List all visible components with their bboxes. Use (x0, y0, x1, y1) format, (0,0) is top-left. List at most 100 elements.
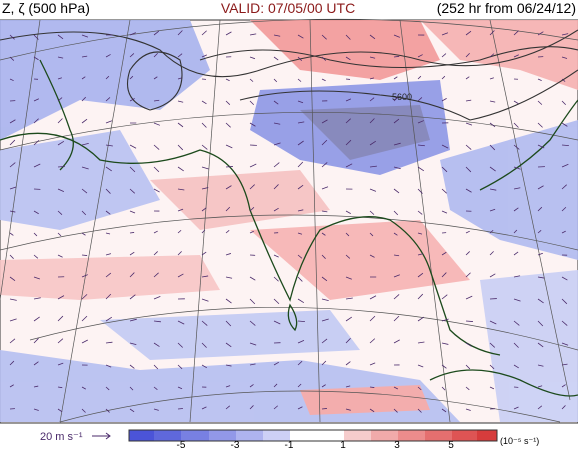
wind-arrow (81, 210, 87, 216)
wind-arrow (441, 210, 448, 214)
wind-arrow (201, 298, 209, 302)
wind-arrow (345, 361, 351, 366)
wind-arrow (177, 229, 182, 234)
wind-arrow (201, 166, 209, 170)
wind-arrow (513, 251, 519, 256)
wind-arrow (129, 53, 135, 58)
wind-reference-label: 20 m s⁻¹ (40, 431, 83, 443)
wind-arrow (321, 318, 329, 322)
wind-arrow (273, 207, 279, 212)
wind-arrow (489, 208, 496, 212)
wind-arrow (153, 122, 161, 126)
wind-arrow (105, 166, 112, 172)
wind-arrow (417, 166, 425, 172)
wind-arrow (489, 364, 495, 370)
wind-arrow (225, 253, 232, 256)
wind-arrow (177, 30, 183, 36)
wind-arrow (393, 274, 400, 278)
wind-reference: 20 m s⁻¹ (40, 431, 111, 443)
wind-arrow (513, 187, 521, 190)
wind-arrow (105, 272, 112, 278)
wind-arrow (249, 230, 254, 234)
colorbar-tick-label: 3 (394, 440, 400, 451)
wind-arrow (33, 118, 39, 124)
wind-arrow (57, 140, 65, 146)
wind-arrow (297, 78, 302, 82)
wind-arrow (249, 276, 256, 281)
wind-arrow (369, 210, 375, 215)
wind-arrow (393, 339, 400, 344)
wind-arrow (129, 166, 136, 173)
wind-arrow (345, 163, 353, 168)
wind-arrow (201, 251, 207, 256)
colorbar-tick-label: -3 (231, 440, 240, 451)
colorbar-tick-label: 5 (448, 440, 454, 451)
wind-arrow (321, 78, 326, 82)
wind-arrow (369, 77, 374, 80)
wind-arrow (393, 254, 400, 257)
wind-arrow (489, 166, 496, 172)
wind-arrow (33, 56, 39, 61)
wind-arrow (345, 232, 350, 237)
wind-arrow (33, 139, 40, 146)
wind-arrow (537, 252, 543, 256)
wind-arrow (201, 229, 206, 234)
wind-arrow (561, 384, 566, 388)
contour-label: 5600 (392, 92, 412, 102)
wind-arrow (345, 276, 352, 280)
wind-arrow (225, 298, 232, 304)
wind-arrow (393, 408, 398, 413)
wind-arrow (369, 118, 375, 124)
colorbar-tick-label: -1 (285, 440, 294, 451)
wind-arrow (489, 53, 495, 58)
wind-arrow (153, 320, 161, 323)
wind-arrow (345, 385, 351, 388)
wind-arrow (321, 34, 327, 40)
wind-arrow (489, 100, 496, 103)
wind-arrow (465, 364, 471, 370)
wind-arrow (441, 408, 447, 413)
wind-arrow (33, 34, 39, 40)
wind-arrow (177, 53, 183, 58)
wind-arrow (201, 207, 207, 212)
wind-arrow (273, 162, 280, 168)
wind-arrow (393, 210, 399, 216)
wind-arrow (417, 188, 423, 194)
wind-arrow (537, 385, 543, 388)
wind-arrow (417, 293, 424, 300)
wind-arrow (9, 119, 16, 124)
coastlines (0, 59, 578, 397)
wind-arrow (489, 30, 495, 36)
wind-arrow (273, 78, 278, 83)
wind-arrow (249, 206, 255, 212)
wind-arrow (57, 362, 64, 366)
wind-arrow (513, 406, 519, 410)
wind-arrow (513, 166, 521, 170)
wind-arrow (417, 54, 423, 58)
wind-arrow (177, 364, 183, 370)
wind-arrow (417, 97, 423, 102)
wind-arrow (9, 276, 16, 281)
wind-arrow (297, 184, 304, 190)
wind-arrow (249, 78, 254, 82)
wind-arrow (81, 386, 86, 390)
wind-arrow (105, 232, 111, 235)
wind-arrow (105, 97, 111, 102)
wind-arrow (537, 206, 543, 212)
wind-arrow (177, 320, 185, 325)
wind-arrow (345, 118, 351, 124)
wind-arrow (225, 78, 230, 82)
wind-arrow (81, 34, 89, 38)
wind-arrow (81, 166, 89, 170)
wind-arrow (393, 166, 401, 170)
wind-arrow (441, 342, 449, 345)
wind-arrow (33, 297, 41, 300)
wind-arrow (465, 342, 472, 347)
wind-arrow (57, 118, 63, 124)
wind-arrow (465, 408, 471, 411)
wind-arrow (177, 122, 184, 128)
wind-arrow (81, 96, 86, 102)
wind-arrow (129, 98, 135, 102)
wind-arrow (225, 320, 232, 327)
wind-arrow (9, 210, 16, 213)
